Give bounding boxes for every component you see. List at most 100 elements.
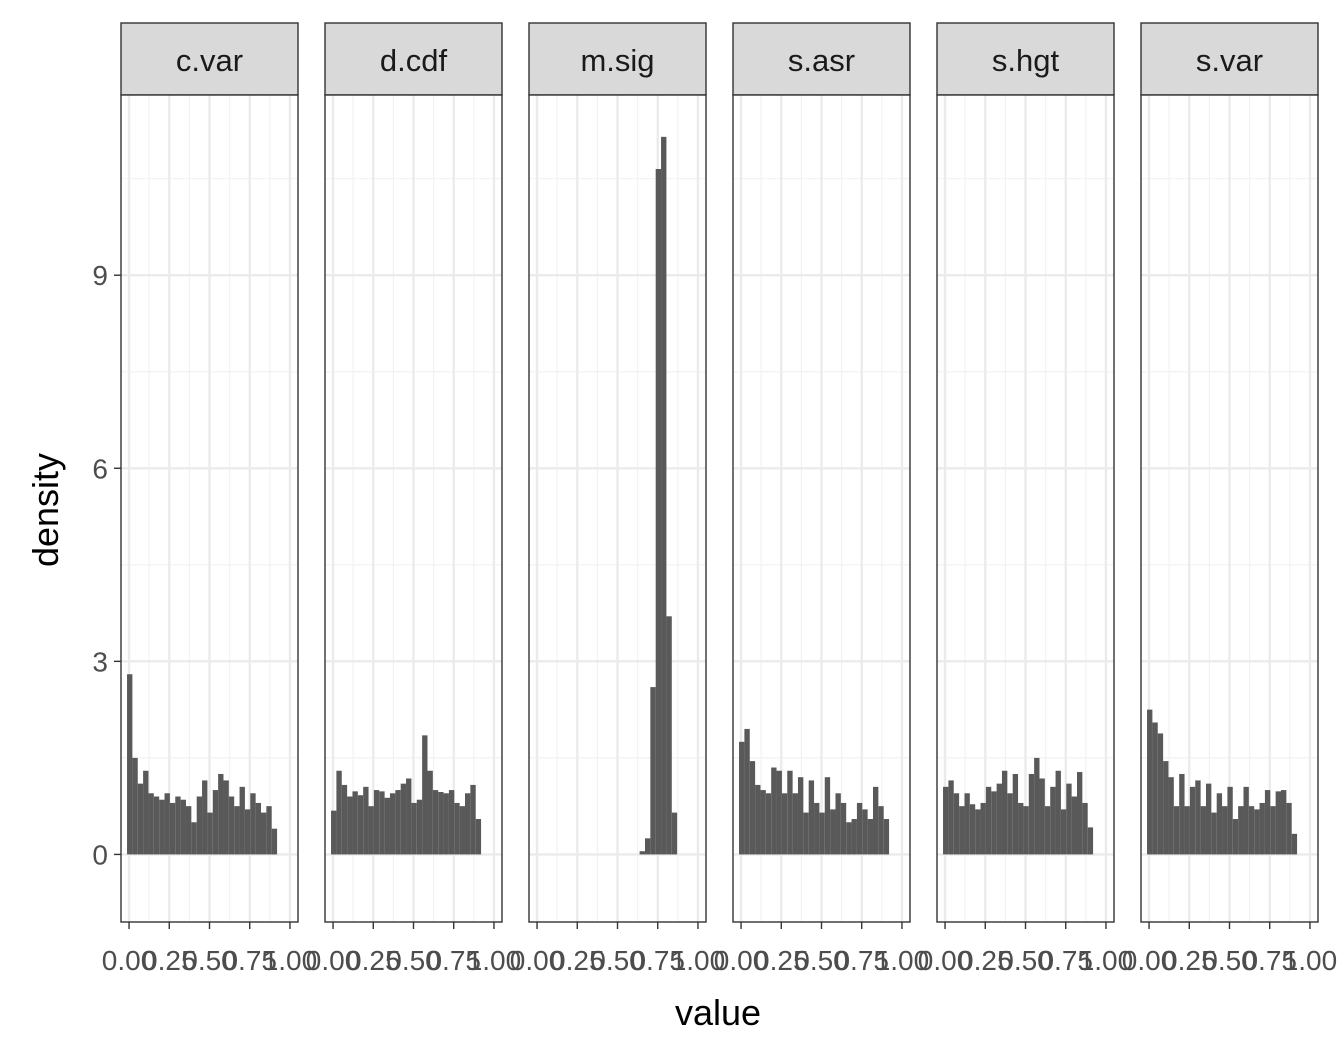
histogram-bar: [1001, 770, 1008, 855]
x-tick-label: 0.00: [918, 945, 973, 976]
histogram-bar: [1168, 777, 1174, 855]
x-tick-label: 1.00: [875, 945, 930, 976]
histogram-bar: [980, 802, 986, 855]
x-tick-label: 0.50: [1202, 945, 1257, 976]
histogram-bar: [969, 804, 976, 855]
histogram-bar: [781, 793, 788, 855]
histogram-bar: [1291, 833, 1298, 855]
histogram-bar: [943, 786, 949, 855]
x-tick-label: 0.75: [1038, 945, 1093, 976]
x-tick-label: 0.75: [834, 945, 889, 976]
histogram-bar: [1050, 786, 1056, 855]
histogram-bar: [363, 786, 369, 855]
histogram-bar: [661, 136, 667, 855]
facet-panel: s.hgt 0.000.250.500.751.00: [918, 22, 1134, 976]
histogram-bar: [395, 790, 401, 855]
histogram-bar: [1232, 819, 1239, 855]
histogram-bar: [1039, 778, 1045, 855]
y-tick-label: 0: [92, 839, 108, 870]
histogram-bar: [1216, 793, 1223, 855]
x-tick-label: 1.00: [1283, 945, 1338, 976]
histogram-bar: [644, 838, 651, 855]
histogram-bar: [400, 783, 407, 855]
facet-strip-label: s.hgt: [992, 43, 1060, 78]
histogram-bar: [427, 770, 433, 855]
histogram-bar: [271, 828, 278, 855]
histogram-bar: [851, 819, 857, 855]
histogram-bar: [819, 812, 825, 855]
histogram-bar: [202, 780, 208, 855]
histogram-bar: [650, 687, 656, 855]
x-tick-label: 0.25: [754, 945, 809, 976]
x-tick-label: 0.25: [550, 945, 605, 976]
x-tick-label: 0.75: [1242, 945, 1297, 976]
histogram-bar: [148, 793, 154, 855]
histogram-bar: [1184, 806, 1190, 855]
histogram-bar: [1012, 773, 1019, 855]
histogram-bar: [347, 796, 353, 855]
x-tick-label: 0.25: [1162, 945, 1217, 976]
x-tick-label: 1.00: [467, 945, 522, 976]
histogram-bar: [411, 802, 417, 855]
y-tick-label: 6: [92, 453, 108, 484]
facet-strip: [528, 22, 707, 96]
x-axis-title: value: [675, 992, 761, 1033]
x-tick-label: 0.50: [182, 945, 237, 976]
x-tick-label: 0.75: [426, 945, 481, 976]
histogram-bar: [1275, 791, 1281, 855]
histogram-bar: [159, 799, 165, 855]
histogram-bar: [416, 799, 423, 855]
histogram-bar: [1264, 790, 1271, 855]
histogram-bar: [862, 809, 868, 855]
x-tick-label: 1.00: [671, 945, 726, 976]
x-tick-label: 0.00: [714, 945, 769, 976]
histogram-bar: [191, 822, 197, 855]
histogram-bar: [1189, 786, 1196, 855]
x-tick-label: 0.25: [346, 945, 401, 976]
histogram-bar: [432, 790, 439, 855]
histogram-bar: [464, 793, 471, 855]
histogram-bar: [1238, 806, 1244, 855]
histogram-bar: [1152, 722, 1158, 855]
histogram-bar: [260, 812, 267, 855]
histogram-bar: [250, 793, 256, 855]
histogram-bar: [164, 793, 170, 855]
histogram-bar: [373, 790, 380, 855]
histogram-bar: [368, 806, 374, 855]
facet-panel: c.var 0.000.250.500.751.00: [102, 22, 317, 976]
histogram-bar: [352, 791, 358, 855]
histogram-bar: [1248, 806, 1255, 855]
histogram-bar: [856, 802, 863, 855]
histogram-bar: [470, 784, 476, 855]
x-tick-label: 0.25: [142, 945, 197, 976]
histogram-bar: [964, 793, 970, 855]
x-tick-label: 1.00: [1079, 945, 1134, 976]
histogram-bar: [846, 822, 852, 855]
histogram-bar: [223, 780, 229, 855]
histogram-bar: [975, 809, 981, 855]
histogram-bar: [153, 796, 160, 855]
histogram-bar: [218, 773, 224, 855]
histogram-bar: [655, 169, 662, 855]
histogram-bar: [985, 786, 992, 855]
histogram-bar: [212, 790, 219, 855]
histogram-bar: [749, 761, 756, 855]
histogram-bar: [808, 780, 815, 855]
histogram-bar: [840, 802, 847, 855]
histogram-bar: [255, 802, 261, 855]
histogram-bar: [132, 757, 138, 855]
histogram-bar: [948, 780, 954, 855]
x-tick-label: 0.25: [958, 945, 1013, 976]
y-axis: 0 3 6 9: [92, 260, 121, 870]
histogram-bar: [137, 783, 144, 855]
histogram-bar: [867, 819, 873, 855]
histogram-bar: [760, 790, 766, 855]
y-tick-label: 9: [92, 260, 108, 291]
histogram-bar: [454, 802, 460, 855]
histogram-bar: [1173, 806, 1180, 855]
histogram-bar: [1179, 773, 1185, 855]
histogram-bar: [671, 812, 678, 855]
panels-layer: c.var0.000.250.500.751.00d.cdf0.000.250.…: [102, 22, 1338, 976]
histogram-bar: [1259, 802, 1265, 855]
x-tick-label: 0.50: [590, 945, 645, 976]
